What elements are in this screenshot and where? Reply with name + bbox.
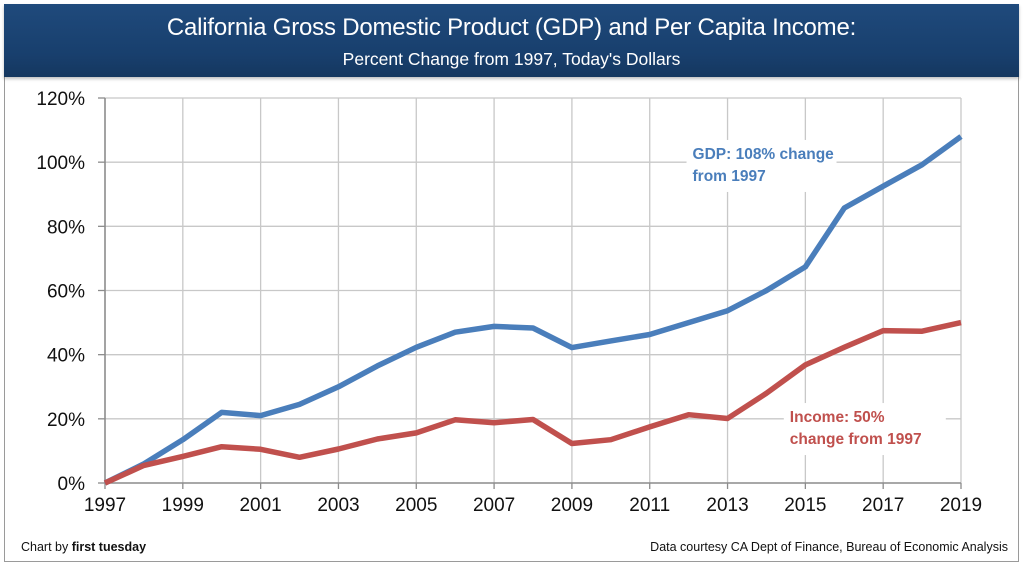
x-tick-label: 1997 — [84, 495, 126, 516]
series-line-gdp — [103, 134, 963, 486]
annotation-backgrounds — [686, 139, 946, 456]
chart-credit: Chart by first tuesday — [21, 540, 146, 554]
x-tick-label: 2005 — [395, 495, 437, 516]
chart-title: California Gross Domestic Product (GDP) … — [166, 14, 857, 41]
annotation-background — [783, 403, 946, 456]
x-tick-label: 2019 — [940, 495, 982, 516]
series-line-per-capita-income — [103, 319, 962, 486]
data-source: Data courtesy CA Dept of Finance, Bureau… — [650, 540, 1008, 554]
annotation-per-capita-income: change from 1997 — [790, 431, 922, 448]
y-tick-label: 80% — [47, 217, 85, 238]
chart-frame — [4, 4, 1019, 562]
annotation-per-capita-income: Income: 50% — [790, 409, 885, 426]
x-tick-label: 2007 — [473, 495, 515, 516]
annotation-gdp: from 1997 — [693, 168, 766, 185]
y-tick-label: 40% — [47, 346, 85, 367]
chart-credit-prefix: Chart by — [21, 540, 72, 554]
x-tick-label: 1999 — [162, 495, 204, 516]
x-tick-label: 2017 — [862, 495, 904, 516]
y-tick-label: 100% — [36, 153, 85, 174]
x-tick-label: 2003 — [317, 495, 359, 516]
y-tick-label: 60% — [47, 282, 85, 303]
chart-subtitle: Percent Change from 1997, Today's Dollar… — [342, 49, 681, 69]
tick-labels: 0% 20% 40% 60% 80% 100% 120% 1997 1999 2001 2003 20… — [36, 89, 982, 516]
x-tick-label: 2011 — [629, 495, 670, 516]
x-tick-label: 2009 — [551, 495, 593, 516]
chart-credit-name: first tuesday — [71, 540, 147, 554]
annotations: GDP: 108% change from 1997 Income: 50% chan… — [693, 146, 922, 448]
y-tick-label: 20% — [47, 410, 85, 431]
x-tick-label: 2001 — [239, 495, 281, 516]
y-tick-label: 0% — [58, 474, 86, 495]
x-tick-label: 2013 — [706, 495, 748, 516]
axes — [98, 97, 962, 489]
title-banner: California Gross Domestic Product (GDP) … — [4, 4, 1019, 77]
annotation-background — [686, 139, 837, 192]
x-tick-label: 2015 — [784, 495, 826, 516]
series-lines — [103, 134, 963, 486]
annotation-gdp: GDP: 108% change — [693, 146, 835, 163]
y-tick-label: 120% — [36, 89, 85, 110]
